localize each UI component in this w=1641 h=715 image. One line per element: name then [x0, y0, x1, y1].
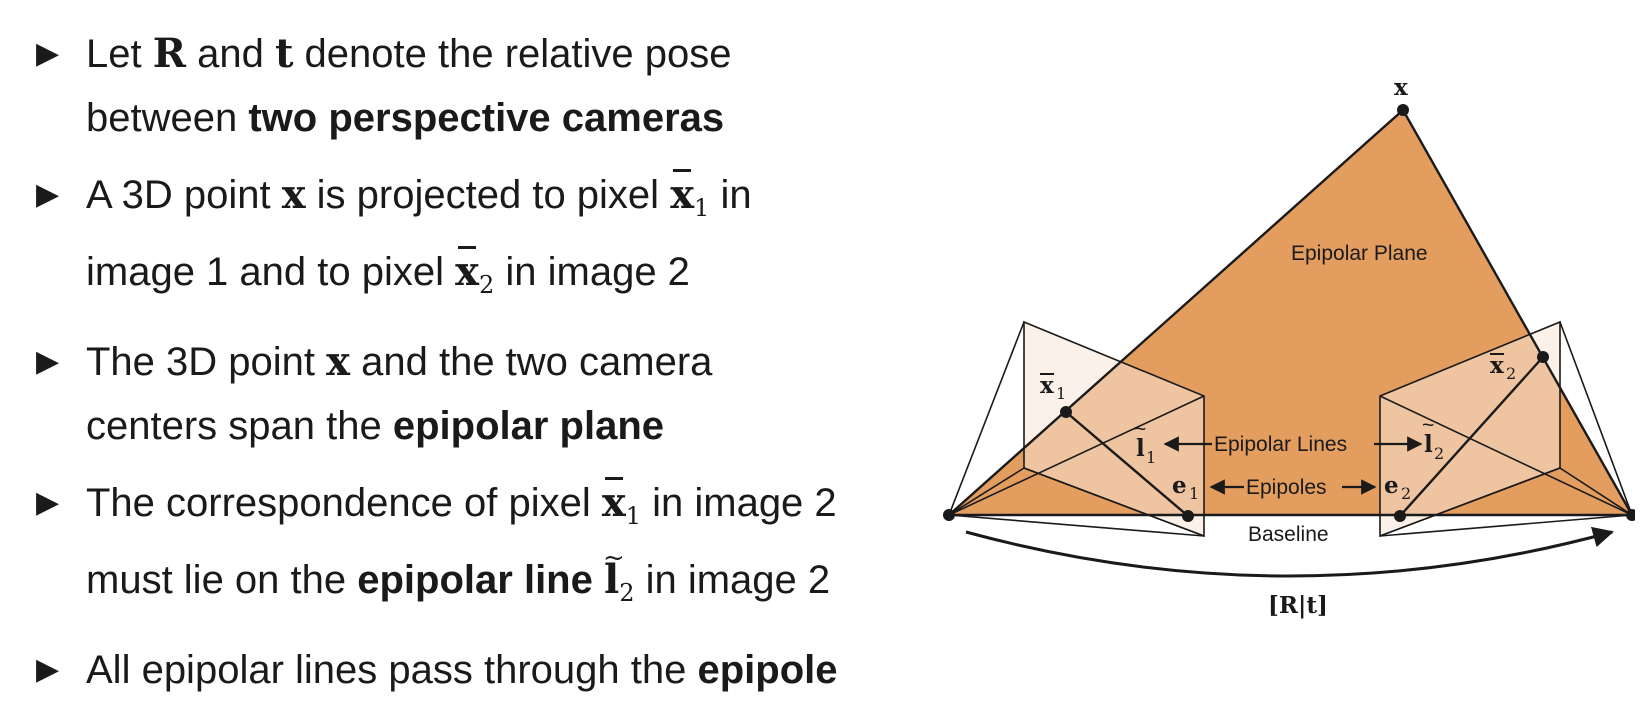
label-pose: [R|t]	[1268, 592, 1328, 619]
bullet-item-projection: ▶ A 3D point x is projected to pixel x1 …	[30, 163, 910, 317]
bullet-text: between	[86, 96, 249, 140]
label-l1: l	[1136, 435, 1145, 462]
label-epipoles: Epipoles	[1246, 476, 1327, 499]
math-x: x	[326, 338, 350, 385]
point-x1	[1060, 406, 1072, 418]
math-subscript: 1	[694, 194, 710, 222]
label-e1: e	[1172, 472, 1187, 499]
bullet-emphasis: two perspective cameras	[248, 96, 725, 140]
point-x2	[1537, 351, 1549, 363]
bullet-marker-icon: ▶	[36, 345, 60, 378]
label-e2: e	[1384, 472, 1399, 499]
label-epipolar-lines: Epipolar Lines	[1214, 433, 1347, 456]
math-x: x	[281, 171, 306, 218]
bullet-text: centers span the	[86, 404, 393, 448]
math-l-tilde: l	[603, 526, 625, 612]
bullet-text: image 1 and to pixel	[86, 250, 456, 294]
bullet-emphasis: epipole	[697, 648, 838, 692]
label-x: x	[1394, 74, 1408, 101]
label-l2-sub: 2	[1434, 444, 1444, 463]
label-l2: l	[1424, 431, 1433, 458]
bullet-marker-icon: ▶	[36, 37, 60, 70]
bullet-marker-icon: ▶	[36, 653, 60, 686]
bullet-item-epipolar-plane: ▶ The 3D point x and the two camera cent…	[30, 330, 910, 458]
bullet-marker-icon: ▶	[36, 178, 60, 211]
bullet-text: and the two camera	[350, 340, 713, 384]
label-e2-sub: 2	[1401, 484, 1411, 503]
label-x1-sub: 1	[1056, 384, 1066, 403]
math-x-bar: x	[602, 471, 626, 535]
bullet-text: The correspondence of pixel	[86, 481, 602, 525]
epipolar-plane-edges	[948, 109, 1634, 517]
math-t: t	[274, 30, 294, 77]
bullet-emphasis: epipolar line	[357, 558, 593, 602]
bullet-marker-icon: ▶	[36, 486, 60, 519]
bullet-text: in	[709, 173, 752, 217]
bullet-list: ▶ Let R and t denote the relative pose b…	[30, 22, 910, 715]
point-x	[1397, 104, 1409, 116]
bullet-text: in image 2	[494, 250, 690, 294]
bullet-item-epipole: ▶ All epipolar lines pass through the ep…	[30, 638, 910, 702]
label-l1-tilde: ~	[1134, 418, 1146, 441]
camera-center-left	[943, 509, 955, 521]
bullet-text: in image 2	[634, 558, 831, 602]
pose-arrow	[965, 526, 1615, 578]
label-x2: x	[1490, 352, 1504, 379]
math-R: R	[152, 30, 186, 77]
label-l2-tilde: ~	[1422, 414, 1434, 437]
epipolar-geometry-diagram: x Epipolar Plane x 1 x 2 l ~ 1 l ~ 2 e 1…	[943, 74, 1635, 619]
math-subscript: 2	[478, 271, 495, 299]
bullet-text: Let	[86, 32, 153, 76]
bullet-text: in image 2	[641, 481, 837, 525]
label-x2-sub: 2	[1506, 364, 1516, 383]
label-epipolar-plane: Epipolar Plane	[1291, 242, 1428, 265]
camera-center-right	[1626, 509, 1635, 521]
label-l1-sub: 1	[1146, 448, 1156, 467]
bullet-text: All epipolar lines pass through the	[86, 648, 698, 692]
left-camera-frustum	[948, 321, 1205, 537]
math-x-bar: x	[455, 240, 479, 304]
bullet-emphasis: epipolar plane	[392, 404, 665, 448]
label-e1-sub: 1	[1189, 484, 1199, 503]
bullet-text: A 3D point	[86, 173, 282, 217]
bullet-text: denote the relative pose	[293, 32, 732, 76]
label-baseline: Baseline	[1248, 523, 1329, 546]
math-subscript: 1	[625, 502, 641, 530]
bullet-text: The 3D point	[86, 340, 327, 384]
left-epipolar-line	[1065, 411, 1189, 517]
right-epipolar-line	[1399, 356, 1544, 517]
point-e2	[1394, 510, 1406, 522]
point-e1	[1182, 510, 1194, 522]
bullet-item-epipolar-line: ▶ The correspondence of pixel x1 in imag…	[30, 471, 910, 625]
bullet-item-relative-pose: ▶ Let R and t denote the relative pose b…	[30, 22, 910, 150]
label-x1: x	[1040, 372, 1054, 399]
math-x-bar: x	[670, 163, 694, 227]
bullet-text: is projected to pixel	[305, 173, 671, 217]
bullet-text: must lie on the	[86, 558, 358, 602]
bullet-text: and	[185, 32, 275, 76]
right-camera-frustum	[1379, 321, 1633, 537]
